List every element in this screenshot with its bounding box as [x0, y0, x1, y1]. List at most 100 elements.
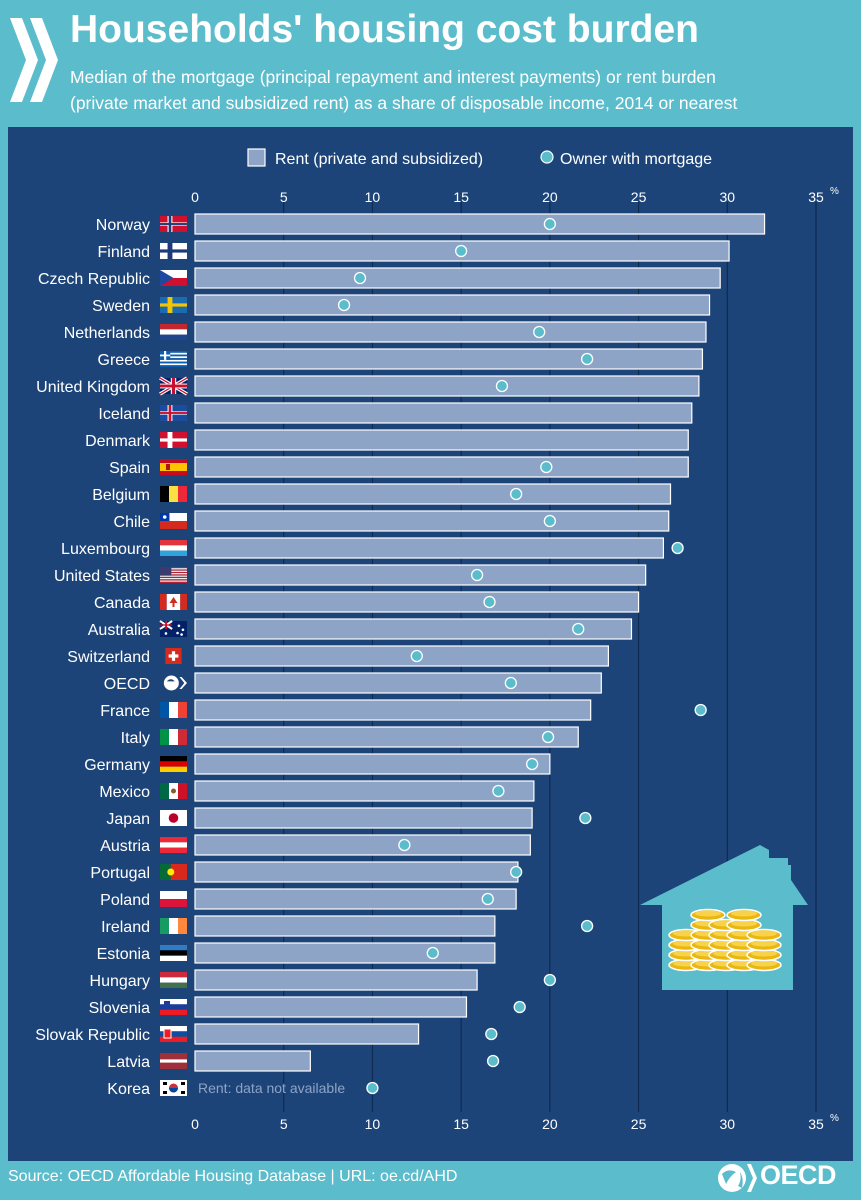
chart-row: Estonia: [97, 942, 496, 964]
korea-flag-icon: [160, 1080, 187, 1096]
bar-rent: [194, 672, 602, 694]
chart-row: Portugal: [90, 861, 523, 883]
germany-flag-icon: [160, 756, 187, 772]
chart-row: Ireland: [101, 915, 594, 937]
category-label: Chile: [114, 514, 151, 531]
category-label: Estonia: [97, 946, 150, 963]
category-label: France: [100, 703, 150, 720]
tick-label: 20: [542, 189, 558, 205]
chile-flag-icon: [160, 513, 187, 529]
luxembourg-flag-icon: [160, 540, 187, 556]
chart-row: Chile: [114, 510, 670, 532]
dot-owner: [353, 271, 367, 285]
dot-owner: [671, 541, 684, 555]
chart-row: Australia: [88, 618, 633, 640]
dot-owner: [470, 568, 484, 582]
chart-row: Mexico: [99, 780, 535, 802]
dot-owner: [540, 460, 553, 474]
dot-owner: [579, 811, 592, 825]
category-label: Luxembourg: [61, 541, 150, 558]
bar-rent: [194, 402, 693, 424]
chart-row: Iceland: [98, 402, 693, 424]
dot-owner: [485, 1027, 498, 1041]
chart-row: United Kingdom: [36, 375, 700, 397]
dot-owner: [398, 838, 411, 852]
tick-label: 10: [365, 1116, 381, 1132]
source-note: Source: OECD Affordable Housing Database…: [8, 1168, 458, 1185]
category-label: Australia: [88, 622, 150, 639]
chart-row: United States: [54, 564, 647, 586]
x-axis-top: 0 5 10 15 20 25 30 35%: [191, 186, 839, 205]
bar-chart: Rent (private and subsidized) Owner with…: [35, 148, 839, 1132]
legend-rent-label: Rent (private and subsidized): [275, 151, 483, 168]
bar-rent: [194, 321, 707, 343]
tick-label: 35: [808, 1116, 824, 1132]
legend-owner-label: Owner with mortgage: [560, 151, 712, 168]
dot-owner: [492, 784, 505, 798]
united-kingdom-flag-icon: [159, 376, 188, 396]
bar-rent: [194, 888, 517, 910]
coin-stacks-icon: [668, 908, 782, 972]
dot-owner: [483, 595, 496, 609]
canada-flag-icon: [160, 594, 187, 610]
chart-row: Netherlands: [64, 321, 707, 343]
category-label: Hungary: [90, 973, 150, 990]
ireland-flag-icon: [160, 918, 187, 934]
australia-flag-icon: [159, 620, 187, 637]
bar-rent: [194, 294, 711, 316]
bar-rent: [194, 348, 704, 370]
oecd-logo-icon: [163, 675, 187, 691]
page-subtitle: Median of the mortgage (principal repaym…: [70, 64, 737, 116]
category-label: Germany: [84, 757, 150, 774]
bar-rent: [194, 645, 610, 667]
tick-label: 35: [808, 189, 824, 205]
category-label: Poland: [100, 892, 150, 909]
category-label: Austria: [100, 838, 150, 855]
house-coins-illustration: [640, 845, 808, 990]
category-label: Japan: [106, 811, 150, 828]
category-label: Latvia: [107, 1054, 150, 1071]
bar-rent: [194, 915, 496, 937]
category-label: Switzerland: [67, 649, 150, 666]
japan-flag-icon: [160, 810, 187, 826]
bar-rent: [194, 780, 535, 802]
chart-row: Japan: [106, 807, 592, 829]
tick-label: 30: [719, 1116, 735, 1132]
dot-owner: [543, 973, 557, 987]
dot-owner: [495, 379, 509, 393]
dot-owner: [481, 892, 494, 906]
spain-flag-icon: [160, 459, 187, 475]
tick-label: 5: [280, 189, 288, 205]
chart-row: Denmark: [85, 429, 689, 451]
chart-row: Norway: [96, 213, 766, 235]
oecd-footer-logo-text: OECD: [760, 1160, 837, 1190]
chart-row: Hungary: [90, 969, 557, 991]
iceland-flag-icon: [160, 405, 187, 421]
italy-flag-icon: [160, 729, 187, 745]
chart-panel: Rent (private and subsidized) Owner with…: [8, 127, 853, 1161]
bar-rent: [194, 510, 670, 532]
category-label: OECD: [104, 676, 150, 693]
oecd-footer-logo-icon: [718, 1164, 757, 1192]
coin-stack: [746, 928, 782, 972]
tick-label: 25: [631, 1116, 647, 1132]
chart-row: Luxembourg: [61, 537, 684, 559]
dot-owner: [366, 1081, 379, 1095]
tick-label: 25: [631, 189, 647, 205]
bar-rent: [194, 1023, 420, 1045]
bar-rent: [194, 969, 478, 991]
netherlands-flag-icon: [160, 324, 187, 340]
dot-owner: [525, 757, 539, 771]
x-axis-bottom: 0 5 10 15 20 25 30 35%: [191, 1113, 839, 1132]
oecd-chevrons-icon: [10, 18, 58, 102]
category-label: Norway: [96, 217, 150, 234]
chart-row: Finland: [98, 240, 730, 262]
chart-row: Sweden: [92, 294, 711, 316]
bar-rent: [194, 456, 689, 478]
tick-label: 30: [719, 189, 735, 205]
bar-rent: [194, 861, 519, 883]
chart-row: Czech Republic: [38, 267, 721, 289]
chart-row: Austria: [100, 834, 531, 856]
dot-owner: [694, 703, 707, 717]
chart-row: Switzerland: [67, 645, 610, 667]
